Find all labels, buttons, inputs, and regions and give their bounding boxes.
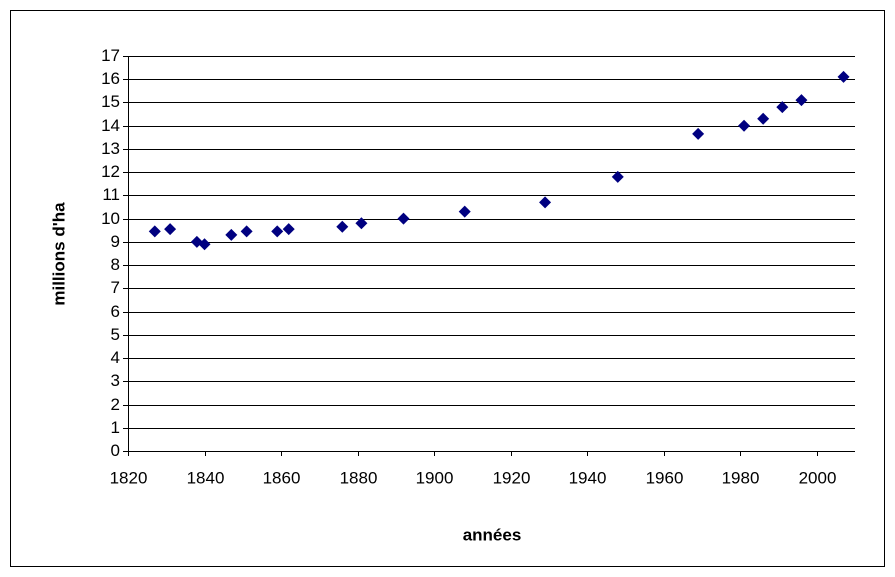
point: [692, 127, 705, 140]
y-tick-label: 7: [111, 278, 120, 297]
point: [738, 119, 751, 132]
point: [198, 238, 211, 251]
x-tick-label: 1980: [722, 468, 760, 487]
point: [757, 112, 770, 125]
point: [148, 225, 161, 238]
y-tick-label: 16: [101, 69, 120, 88]
point: [336, 220, 349, 233]
y-tick-label: 2: [111, 395, 120, 414]
point: [776, 101, 789, 114]
y-tick-label: 5: [111, 325, 120, 344]
x-axis-title: années: [463, 525, 522, 544]
point: [240, 225, 253, 238]
y-tick-label: 3: [111, 371, 120, 390]
point: [837, 70, 850, 83]
point: [271, 225, 284, 238]
point: [397, 212, 410, 225]
y-tick-label: 14: [101, 116, 120, 135]
x-tick-label: 1960: [646, 468, 684, 487]
y-tick-label: 6: [111, 302, 120, 321]
y-tick-label: 10: [101, 209, 120, 228]
point: [355, 217, 368, 230]
x-tick-label: 1940: [569, 468, 607, 487]
point: [458, 205, 471, 218]
y-axis-title: millions d'ha: [49, 202, 68, 306]
y-tick-label: 9: [111, 232, 120, 251]
y-tick-label: 13: [101, 139, 120, 158]
x-tick-label: 1880: [340, 468, 378, 487]
point: [225, 228, 238, 241]
y-tick-label: 4: [111, 348, 120, 367]
x-tick-label: 1920: [493, 468, 531, 487]
point: [795, 94, 808, 107]
point: [539, 196, 552, 209]
x-tick-label: 2000: [799, 468, 837, 487]
y-tick-label: 15: [101, 92, 120, 111]
y-tick-label: 8: [111, 255, 120, 274]
y-tick-label: 11: [102, 185, 120, 204]
point: [282, 223, 295, 236]
y-tick-label: 17: [101, 46, 120, 65]
x-tick-label: 1840: [187, 468, 225, 487]
y-tick-label: 1: [111, 418, 120, 437]
x-tick-label: 1900: [416, 468, 454, 487]
x-tick-label: 1820: [110, 468, 148, 487]
point: [164, 223, 177, 236]
y-tick-label: 12: [101, 162, 120, 181]
y-tick-label: 0: [111, 441, 120, 460]
point: [611, 170, 624, 183]
x-tick-label: 1860: [263, 468, 301, 487]
